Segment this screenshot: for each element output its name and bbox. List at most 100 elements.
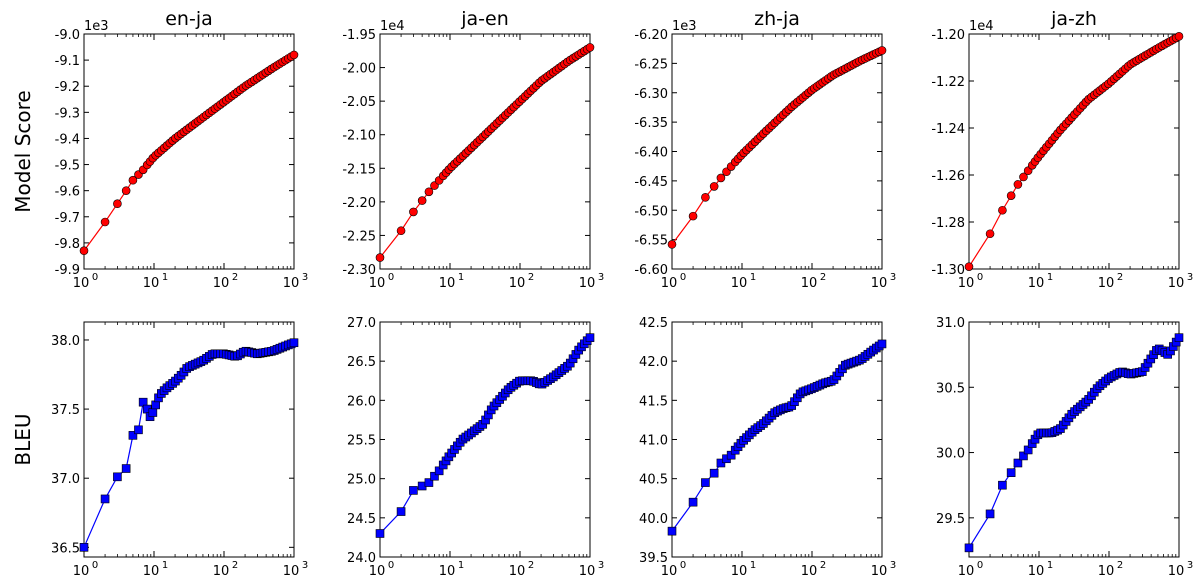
y-tick-label: -6.25 xyxy=(634,57,668,72)
x-tick-exponent: 3 xyxy=(890,560,896,571)
x-tick-label: 10 xyxy=(661,564,678,577)
data-point xyxy=(430,471,439,481)
data-point xyxy=(985,509,995,519)
y-tick-label: -9.7 xyxy=(55,211,80,226)
data-point xyxy=(100,217,110,227)
x-tick-label: 10 xyxy=(1168,276,1185,291)
data-point xyxy=(709,468,719,478)
data-point xyxy=(375,253,385,262)
x-tick-exponent: 0 xyxy=(388,560,394,571)
series-group xyxy=(375,333,595,538)
data-point xyxy=(667,240,677,249)
x-tick-label: 10 xyxy=(579,276,596,291)
data-point xyxy=(964,543,974,553)
y-tick-label: -2.15 xyxy=(342,162,376,177)
y-tick-label: 30.0 xyxy=(936,447,965,462)
x-tick-exponent: 0 xyxy=(680,560,686,571)
data-point xyxy=(289,338,299,348)
plot-frame xyxy=(968,33,1180,270)
x-tick-exponent: 0 xyxy=(977,560,983,571)
data-point xyxy=(128,431,138,440)
x-tick-label: 10 xyxy=(283,564,300,577)
y-tick-label: -9.1 xyxy=(55,54,80,69)
x-tick-label: 10 xyxy=(1098,276,1115,291)
x-tick-exponent: 0 xyxy=(92,560,98,571)
axis-multiplier: 1e4 xyxy=(969,19,994,34)
y-tick-label: -2.20 xyxy=(342,196,376,211)
x-tick-exponent: 3 xyxy=(890,272,896,283)
data-point xyxy=(100,494,110,504)
series-group xyxy=(79,338,299,552)
plot-frame xyxy=(83,33,295,270)
x-tick-label: 10 xyxy=(731,564,748,577)
y-tick-label: 42.5 xyxy=(639,316,668,331)
x-tick-exponent: 3 xyxy=(598,560,604,571)
data-point xyxy=(998,205,1007,215)
axis-multiplier: 1e3 xyxy=(84,19,109,34)
y-tick-label: -1.24 xyxy=(931,122,965,137)
data-point xyxy=(585,43,595,52)
x-tick-label: 10 xyxy=(958,564,975,577)
x-tick-exponent: 1 xyxy=(750,560,756,571)
y-tick-label: -6.45 xyxy=(634,175,668,190)
x-tick-exponent: 3 xyxy=(302,272,308,283)
x-tick-label: 10 xyxy=(661,276,678,291)
x-tick-exponent: 3 xyxy=(1187,272,1193,283)
data-point xyxy=(375,529,385,538)
y-tick-label: 27.0 xyxy=(347,316,376,331)
plot-frame xyxy=(671,321,883,558)
x-tick-label: 10 xyxy=(73,564,90,577)
data-point xyxy=(998,480,1007,490)
series-group xyxy=(964,333,1184,553)
x-tick-exponent: 1 xyxy=(750,272,756,283)
y-tick-label: -6.50 xyxy=(634,204,668,219)
y-tick-label: 24.5 xyxy=(347,512,376,527)
series-group xyxy=(667,46,887,249)
x-tick-label: 10 xyxy=(731,276,748,291)
y-axis-label: Model Score xyxy=(11,90,35,212)
y-tick-label: -6.30 xyxy=(634,87,668,102)
x-tick-exponent: 2 xyxy=(232,272,238,283)
data-point xyxy=(1019,451,1028,461)
x-tick-label: 10 xyxy=(73,276,90,291)
y-tick-label: 29.5 xyxy=(936,512,965,527)
x-tick-label: 10 xyxy=(143,564,160,577)
chart-panel-p02: zh-ja 1e3 -6.60 -6.55 -6.50 -6.45 -6.40 -6.35 -6… xyxy=(634,8,896,291)
data-point xyxy=(121,186,131,195)
data-point xyxy=(121,464,131,473)
chart-panel-p01: ja-en 1e4 -2.30 -2.25 -2.20 -2.15 -2.10 -2.05 -2… xyxy=(342,8,604,291)
data-point xyxy=(877,46,887,55)
data-point xyxy=(79,246,89,256)
x-tick-exponent: 2 xyxy=(232,560,238,571)
y-tick-label: -1.95 xyxy=(342,28,376,43)
data-point xyxy=(409,207,418,217)
y-tick-label: -9.8 xyxy=(55,237,80,252)
y-tick-label: -9.6 xyxy=(55,185,80,200)
x-tick-label: 10 xyxy=(801,564,818,577)
x-tick-exponent: 3 xyxy=(598,272,604,283)
series-group xyxy=(79,50,299,256)
y-tick-label: -9.2 xyxy=(55,80,80,95)
y-tick-label: -1.26 xyxy=(931,169,965,184)
data-point xyxy=(424,478,434,487)
x-tick-exponent: 2 xyxy=(820,272,826,283)
data-point xyxy=(877,339,887,349)
y-tick-label: -9.4 xyxy=(55,132,80,147)
y-tick-label: -2.10 xyxy=(342,129,376,144)
data-point xyxy=(409,486,418,495)
data-point xyxy=(1006,468,1016,477)
data-point xyxy=(79,543,89,552)
y-tick-label: 40.5 xyxy=(639,473,668,488)
x-tick-label: 10 xyxy=(579,564,596,577)
chart-panel-p03: ja-zh1e4-1.30-1.28-1.26-1.24-1.22-1.2010… xyxy=(931,8,1193,291)
y-tick-label: -9.0 xyxy=(55,28,80,43)
chart-panel-p13: 29.530.030.531.010 0 10 1 10 2 10 3 xyxy=(936,316,1193,577)
x-tick-label: 10 xyxy=(1028,564,1045,577)
data-point xyxy=(1013,180,1023,189)
data-point xyxy=(701,193,710,202)
y-tick-label: -2.25 xyxy=(342,229,376,244)
data-point xyxy=(396,226,406,236)
x-tick-exponent: 2 xyxy=(528,272,534,283)
x-tick-exponent: 2 xyxy=(1117,272,1123,283)
data-point xyxy=(396,507,406,516)
